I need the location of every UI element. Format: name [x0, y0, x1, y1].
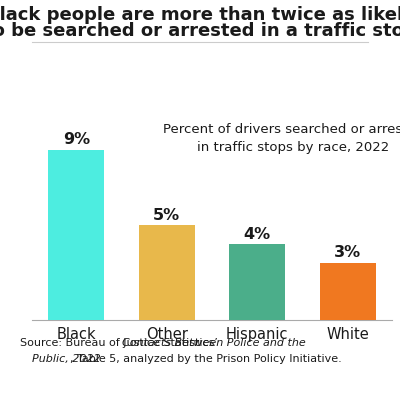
Text: 3%: 3% [334, 246, 361, 260]
Bar [229, 244, 285, 320]
Bar [48, 150, 104, 320]
Text: Percent of drivers searched or arrested
in traffic stops by race, 2022: Percent of drivers searched or arrested … [163, 123, 400, 154]
Text: 5%: 5% [153, 208, 180, 223]
Text: Black people are more than twice as likely: Black people are more than twice as like… [0, 6, 400, 24]
Text: 9%: 9% [63, 132, 90, 147]
Text: Source: Bureau of Justice Statistics’: Source: Bureau of Justice Statistics’ [20, 338, 221, 348]
Text: to be searched or arrested in a traffic stop: to be searched or arrested in a traffic … [0, 22, 400, 40]
Text: Public, 2022: Public, 2022 [32, 354, 101, 364]
Bar [320, 263, 376, 320]
Text: , Table 5, analyzed by the Prison Policy Initiative.: , Table 5, analyzed by the Prison Policy… [70, 354, 342, 364]
Bar [139, 226, 195, 320]
Text: Contacts Between Police and the: Contacts Between Police and the [122, 338, 306, 348]
Text: 4%: 4% [244, 226, 271, 242]
